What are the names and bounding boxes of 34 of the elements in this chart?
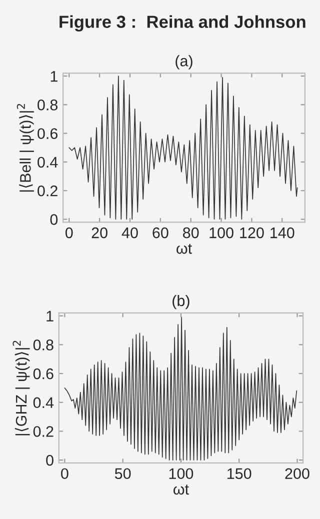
y-tick-label: 0.6 <box>38 128 58 140</box>
y-tick-label: 0 <box>46 454 54 466</box>
x-tick-label: 120 <box>240 227 264 238</box>
x-tick-label: 200 <box>285 468 310 480</box>
x-tick-label: 60 <box>152 227 168 238</box>
y-tick-label: 0.6 <box>33 368 54 380</box>
y-axis-title: |⟨Bell | ψ(t)⟩|$^{2}$ <box>16 104 34 192</box>
chart-title: (a) <box>176 55 192 70</box>
x-tick-label: 0 <box>61 468 68 480</box>
y-tick-label: 0.2 <box>38 185 58 196</box>
x-tick-label: 40 <box>122 227 138 238</box>
y-tick-label: 0.8 <box>33 340 54 350</box>
y-tick-label: 1 <box>50 71 58 82</box>
y-tick-label: 0.4 <box>38 156 58 168</box>
x-axis-title: ωt <box>173 484 189 495</box>
x-tick-label: 80 <box>183 227 199 238</box>
y-tick-label: 0.4 <box>33 397 54 408</box>
caption: Figure 3 : Reina and Johnson <box>60 15 306 32</box>
y-tick-label: 0.8 <box>38 100 58 110</box>
x-tick-label: 0 <box>65 227 73 238</box>
x-tick-label: 100 <box>169 468 194 480</box>
x-tick-label: 100 <box>210 227 234 238</box>
x-tick-label: 20 <box>92 227 108 238</box>
line-series <box>68 76 298 220</box>
x-tick-label: 150 <box>228 468 252 480</box>
x-tick-label: 140 <box>270 227 294 238</box>
y-tick-label: 1 <box>46 310 54 322</box>
y-axis-title: |⟨GHZ | ψ(t)⟩|$^{2}$ <box>12 340 30 436</box>
x-axis-title: ωt <box>176 244 192 254</box>
y-tick-label: 0.2 <box>33 426 54 437</box>
line-series <box>64 316 298 460</box>
y-tick-label: 0 <box>50 214 58 225</box>
x-tick-label: 50 <box>114 468 131 480</box>
chart-title: (b) <box>172 294 190 310</box>
